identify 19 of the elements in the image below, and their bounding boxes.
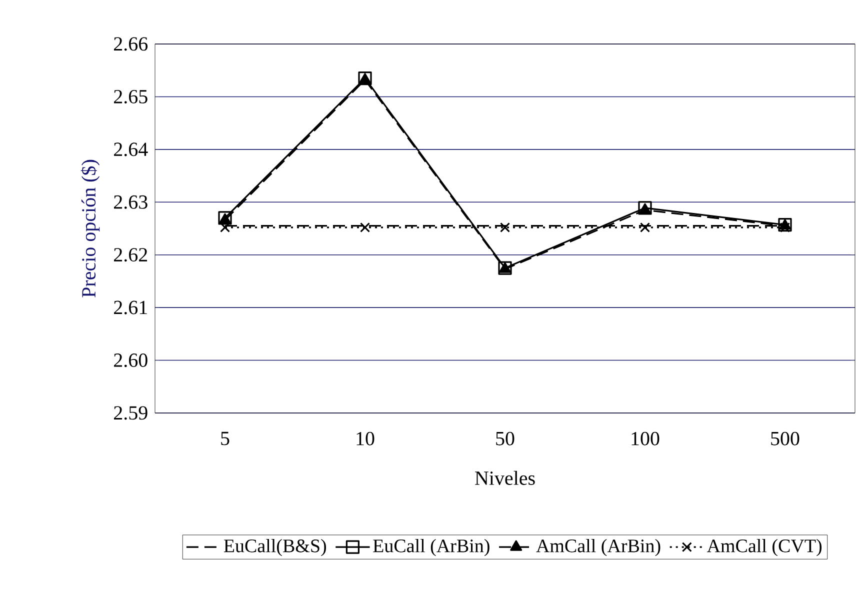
y-tick-label: 2.61 [114,300,147,314]
x-tick-label: 5 [221,432,230,446]
legend-label: AmCall (CVT) [706,538,822,556]
y-tick-label: 2.66 [114,37,148,51]
y-axis-title: Precio opción ($) [80,160,100,298]
y-tick-label: 2.64 [114,142,148,156]
legend-label: EuCall(B&S) [224,538,326,556]
y-tick-label: 2.60 [114,353,148,368]
x-tick-label: 50 [496,432,514,446]
x-tick-label: 100 [632,432,660,446]
x-axis-title: Niveles [475,470,535,485]
y-tick-label: 2.59 [114,406,148,420]
y-tick-label: 2.62 [114,248,148,262]
legend-label: AmCall (ArBin) [536,538,660,556]
y-tick-label: 2.65 [114,90,148,104]
x-tick-label: 10 [356,432,374,446]
x-tick-label: 500 [771,432,800,446]
legend-label: EuCall (ArBin) [373,538,490,556]
y-tick-label: 2.63 [114,195,148,209]
